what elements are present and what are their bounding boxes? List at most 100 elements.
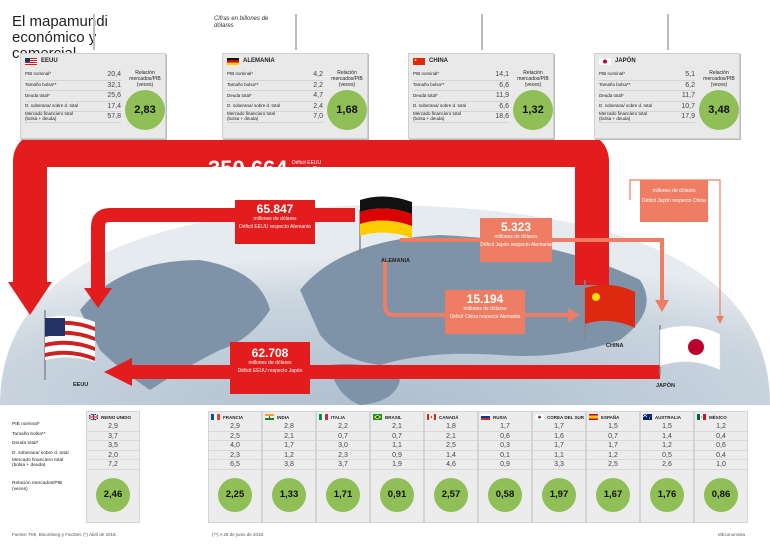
- ratio-circle: 3,48: [699, 90, 739, 130]
- value-pib: 2,2: [317, 422, 369, 432]
- column-country-name: CANADÁ: [439, 414, 459, 420]
- value-mercado: 57,8: [107, 113, 121, 121]
- value-soberana: 6,6: [499, 102, 509, 110]
- jp-de-label: 5.323 millones de dólares Déficit Japón …: [480, 220, 552, 248]
- value-soberana: 2,3: [317, 451, 369, 460]
- value-bolsa: 2,5: [209, 432, 261, 441]
- column-country-name: REINO UNIDO: [101, 414, 132, 420]
- column-india: INDIA 2,8 2,1 1,7 1,2 3,8 1,33: [262, 411, 316, 523]
- map-label-china: CHINA: [606, 343, 624, 349]
- map-label-alemania: ALEMANIA: [381, 258, 411, 264]
- card-china: CHINA PIB nominal* 14,1 Tamaño bolsa** 6,6…: [408, 14, 554, 139]
- value-mercado: 0,9: [479, 460, 531, 470]
- value-soberana: 17,4: [107, 102, 121, 110]
- card-country-name: ALEMANIA: [243, 58, 275, 64]
- cn-de-desc: Déficit China respecto Alemania: [449, 314, 521, 320]
- value-bolsa: 2,1: [425, 432, 477, 441]
- value-mercado: 1,0: [695, 460, 747, 470]
- value-mercado: 7,2: [87, 460, 139, 470]
- jp-cn-desc: Déficit Japón respecto China: [642, 198, 706, 204]
- label-mercado: Mercado financiero total (bolsa + deuda): [413, 111, 462, 122]
- value-pib: 1,5: [587, 422, 639, 432]
- main-deficit-arrowhead: [8, 282, 52, 315]
- card-country-name: EEUU: [41, 58, 58, 64]
- americas-landmass: [80, 260, 270, 390]
- label-bolsa: Tamaño bolsa**: [12, 431, 46, 437]
- ratio-label: Relación mercados/PIB (veces): [129, 70, 161, 88]
- bottom-table: PIB nominal* Tamaño bolsa** Deuda total*…: [0, 405, 770, 525]
- label-mercado: Mercado financiero total (bolsa + deuda): [227, 111, 276, 122]
- ratio-circle: 1,76: [650, 477, 684, 512]
- ratio-circle: 2,25: [218, 477, 252, 512]
- main-deficit-label: 350.664 Déficit EEUU respecto China mill…: [208, 156, 336, 188]
- column-country-name: ESPAÑA: [601, 414, 620, 420]
- value-deuda: 1,7: [533, 441, 585, 451]
- ratio-circle: 0,86: [704, 477, 738, 512]
- value-bolsa: 6,6: [499, 81, 509, 89]
- canada-flag-icon: [427, 414, 436, 420]
- value-mercado: 18,6: [495, 113, 509, 121]
- label-pib: PIB nominal*: [227, 71, 254, 77]
- main-deficit-unit: millones de dólares: [223, 182, 267, 188]
- column-mexico: MÉXICO 1,2 0,4 0,6 0,4 1,0 0,86: [694, 411, 748, 523]
- value-bolsa: 1,6: [533, 432, 585, 441]
- value-soberana: 1,2: [263, 451, 315, 460]
- value-deuda: 25,6: [107, 92, 121, 100]
- russia-flag-icon: [481, 414, 490, 420]
- value-mercado: 3,7: [317, 460, 369, 470]
- bottom-row-labels: PIB nominal* Tamaño bolsa** Deuda total*…: [12, 421, 72, 497]
- value-soberana: 0,5: [641, 451, 693, 460]
- value-deuda: 0,3: [479, 441, 531, 451]
- france-flag-icon: [211, 414, 220, 420]
- jp-us-unit: millones de dólares: [248, 360, 292, 366]
- label-ratio: Relación mercados/PIB (veces): [12, 481, 63, 492]
- label-deuda: Deuda total*: [25, 92, 50, 98]
- hanging-string: [295, 14, 297, 50]
- card-country-name: CHINA: [429, 58, 448, 64]
- value-pib: 20,4: [107, 71, 121, 78]
- card-japon: JAPÓN PIB nominal* 5,1 Tamaño bolsa** 6,2 …: [594, 14, 740, 139]
- hanging-string: [93, 14, 95, 50]
- value-mercado: 2,6: [641, 460, 693, 470]
- value-deuda: 1,7: [263, 441, 315, 451]
- label-soberana: D. soberana/ sobre d. total: [599, 103, 653, 109]
- value-pib: 1,5: [641, 422, 693, 432]
- column-espana: ESPAÑA 1,5 0,7 1,7 1,2 2,5 1,67: [586, 411, 640, 523]
- value-mercado: 2,5: [587, 460, 639, 470]
- value-soberana: 10,7: [681, 102, 695, 110]
- label-deuda: Deuda total*: [599, 92, 624, 98]
- jp-cn-unit: millones de dólares: [652, 188, 696, 194]
- world-map: [0, 140, 770, 405]
- ratio-circle: 0,91: [380, 477, 414, 512]
- value-pib: 2,9: [209, 422, 261, 432]
- ratio-circle: 1,67: [596, 477, 630, 512]
- value-deuda: 11,9: [495, 92, 509, 100]
- ratio-circle: 0,58: [488, 477, 522, 512]
- column-country-name: INDIA: [277, 414, 290, 420]
- hanging-string: [667, 14, 669, 50]
- label-soberana: D. soberana/ sobre d. total: [413, 103, 467, 109]
- map-label-japon: JAPÓN: [656, 383, 675, 389]
- card-country-name: JAPÓN: [615, 58, 636, 64]
- label-deuda: Deuda total*: [227, 92, 252, 98]
- label-bolsa: Tamaño bolsa**: [599, 81, 631, 87]
- column-rusia: RUSIA 1,7 0,6 0,3 0,1 0,9 0,58: [478, 411, 532, 523]
- label-mercado: Mercado financiero total (bolsa + deuda): [25, 111, 74, 122]
- germany-flag-icon: [227, 58, 239, 65]
- jp-us-label: 62.708 millones de dólares Déficit EEUU …: [230, 346, 310, 374]
- column-corea-del-sur: COREA DEL SUR 1,7 1,6 1,7 1,1 3,3 1,97: [532, 411, 586, 523]
- map-label-eeuu: EEUU: [73, 382, 89, 388]
- de-us-label-box: [235, 200, 315, 244]
- ratio-circle: 2,46: [96, 477, 130, 512]
- label-pib: PIB nominal*: [25, 71, 52, 77]
- china-flag-icon: [413, 58, 425, 65]
- main-deficit-desc: Déficit EEUU respecto China: [291, 160, 326, 172]
- column-australia: AUSTRALIA 1,5 1,4 1,2 0,5 2,6 1,76: [640, 411, 694, 523]
- column-country-name: FRANCIA: [223, 414, 244, 420]
- value-bolsa: 0,7: [317, 432, 369, 441]
- value-deuda: 1,2: [641, 441, 693, 451]
- value-bolsa: 0,4: [695, 432, 747, 441]
- australia-flag-icon: [643, 414, 652, 420]
- value-mercado: 1,9: [371, 460, 423, 470]
